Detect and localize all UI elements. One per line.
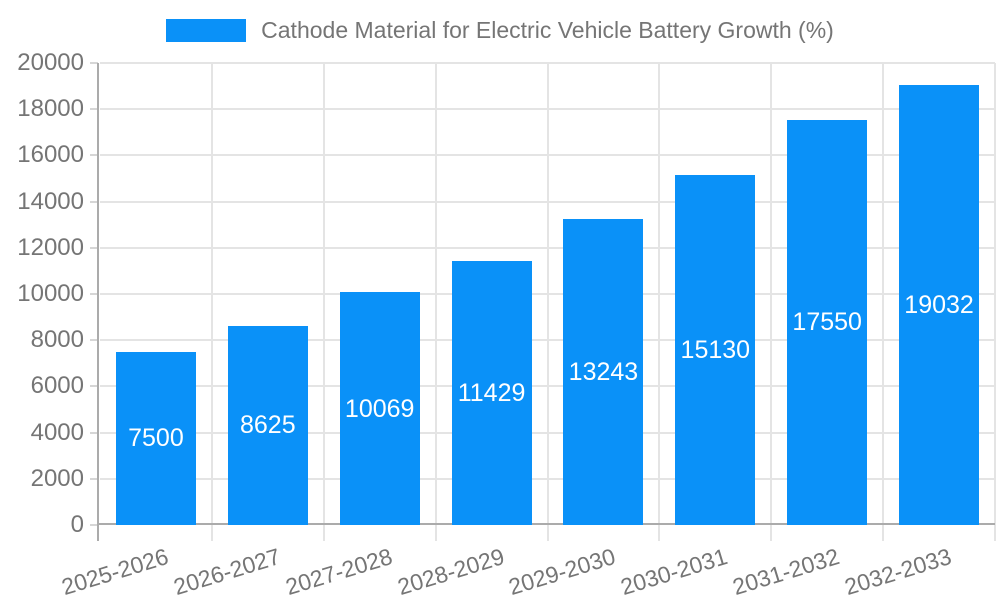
gridline-vertical xyxy=(434,63,437,541)
y-tick-label: 8000 xyxy=(30,326,84,354)
gridline-vertical xyxy=(210,63,213,541)
x-tick-label: 2030-2031 xyxy=(617,543,731,600)
bar[interactable] xyxy=(339,292,420,525)
y-tick-mark xyxy=(90,108,98,111)
gridline-vertical xyxy=(770,63,773,541)
y-tick-label: 6000 xyxy=(30,372,84,400)
y-tick-mark xyxy=(90,524,98,526)
y-tick-mark xyxy=(90,431,98,434)
y-tick-mark xyxy=(90,154,98,157)
y-tick-label: 18000 xyxy=(17,95,84,123)
gridline-vertical xyxy=(658,63,661,541)
gridline-vertical xyxy=(322,63,325,541)
bar[interactable] xyxy=(227,325,308,525)
x-tick-label: 2025-2026 xyxy=(58,543,172,600)
y-tick-mark xyxy=(90,246,98,249)
y-tick-label: 12000 xyxy=(17,233,84,261)
y-tick-label: 10000 xyxy=(17,280,84,307)
gridline-vertical xyxy=(994,63,996,541)
y-tick-label: 16000 xyxy=(17,141,84,169)
bar[interactable] xyxy=(787,119,868,525)
bar-value-label: 17550 xyxy=(792,308,862,337)
gridline-vertical xyxy=(882,63,885,541)
legend-label: Cathode Material for Electric Vehicle Ba… xyxy=(261,17,834,43)
bar-value-label: 8625 xyxy=(240,411,296,440)
bar-value-label: 15130 xyxy=(680,336,751,365)
bar-value-label: 10069 xyxy=(344,394,415,423)
y-tick-mark xyxy=(90,62,98,64)
y-tick-label: 14000 xyxy=(17,187,84,215)
y-tick-label: 20000 xyxy=(17,49,84,76)
y-tick-mark xyxy=(90,200,98,203)
y-tick-mark xyxy=(90,339,98,342)
y-tick-mark xyxy=(90,477,98,480)
y-axis-line xyxy=(97,63,99,541)
bar-value-label: 7500 xyxy=(128,424,184,453)
x-tick-label: 2026-2027 xyxy=(170,543,284,600)
bar-value-label: 13243 xyxy=(568,358,639,387)
bar[interactable] xyxy=(115,351,196,525)
legend-color-swatch xyxy=(166,19,247,42)
chart-legend[interactable]: Cathode Material for Electric Vehicle Ba… xyxy=(0,17,1000,44)
gridline-vertical xyxy=(546,63,549,541)
y-tick-mark xyxy=(90,385,98,388)
x-tick-label: 2032-2033 xyxy=(841,543,955,600)
y-tick-mark xyxy=(90,293,98,295)
bar[interactable] xyxy=(451,260,532,525)
y-tick-label: 4000 xyxy=(30,418,84,446)
x-tick-label: 2031-2032 xyxy=(729,543,843,600)
bar-value-label: 11429 xyxy=(457,378,526,407)
x-axis-line xyxy=(97,523,995,525)
y-tick-label: 0 xyxy=(70,511,84,538)
x-tick-label: 2027-2028 xyxy=(282,543,395,600)
x-tick-label: 2029-2030 xyxy=(505,543,619,600)
x-tick-label: 2028-2029 xyxy=(394,543,507,600)
bar[interactable] xyxy=(675,175,756,525)
bar[interactable] xyxy=(899,85,980,525)
bar[interactable] xyxy=(563,219,644,525)
y-tick-label: 2000 xyxy=(30,464,84,492)
bar-value-label: 19032 xyxy=(904,291,974,320)
